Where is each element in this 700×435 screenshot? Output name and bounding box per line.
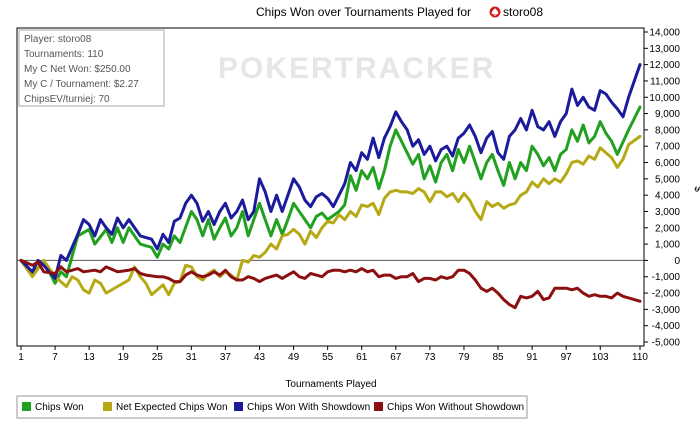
y-tick-label: -4,000 [652, 321, 681, 332]
x-tick-label: 43 [254, 352, 266, 363]
y-tick-label: 14,000 [649, 28, 680, 39]
y-tick-label: 10,000 [649, 93, 680, 104]
chart-title-player-name: storo08 [503, 5, 543, 19]
x-tick-label: 73 [424, 352, 436, 363]
x-tick-label: 1 [18, 352, 24, 363]
series-line-chips-won [19, 105, 642, 285]
y-tick-label: -3,000 [652, 305, 681, 316]
x-tick-label: 7 [52, 352, 58, 363]
x-axis-label: Tournaments Played [285, 379, 376, 390]
y-tick-label: 8,000 [655, 125, 680, 136]
x-tick-label: 67 [390, 352, 402, 363]
legend-label: Net Expected Chips Won [116, 402, 228, 413]
y-tick-label: 11,000 [650, 76, 680, 87]
y-tick-label: -5,000 [652, 338, 681, 349]
x-tick-label: 91 [527, 352, 539, 363]
legend-item: Chips Won Without Showdown [374, 402, 524, 413]
x-tick-label: 25 [152, 352, 164, 363]
legend-label: Chips Won [35, 402, 84, 413]
x-tick-label: 85 [492, 352, 504, 363]
pokertracker-watermark: POKERTRACKER [218, 52, 495, 85]
legend-swatch [22, 402, 31, 411]
x-tick-label: 103 [592, 352, 609, 363]
info-line: My C Net Won: $250.00 [24, 64, 131, 75]
y-tick-label: 12,000 [649, 60, 680, 71]
x-tick-label: 55 [322, 352, 334, 363]
y-tick-label: -1,000 [652, 272, 681, 283]
x-tick-label: 37 [220, 352, 232, 363]
info-line: Tournaments: 110 [24, 49, 104, 60]
x-tick-label: 110 [632, 352, 648, 363]
x-tick-label: 31 [186, 352, 198, 363]
legend-item: Net Expected Chips Won [103, 402, 228, 413]
x-tick-label: 19 [118, 352, 130, 363]
info-line: My C / Tournament: $2.27 [24, 79, 139, 90]
x-tick-label: 61 [356, 352, 368, 363]
plot-area [16, 27, 645, 347]
x-tick-label: 13 [84, 352, 96, 363]
y-tick-label: 7,000 [655, 142, 680, 153]
info-line: Player: storo08 [24, 34, 92, 45]
y-tick-label: 2,000 [655, 223, 680, 234]
legend-item: Chips Won [22, 402, 84, 413]
legend-label: Chips Won Without Showdown [387, 402, 524, 413]
series-line-net-expected-chips-won [19, 134, 642, 297]
series-layer [19, 63, 642, 310]
series-line-chips-won-with-showdown [19, 63, 642, 280]
y-axis-label: $ [692, 186, 700, 192]
x-tick-label: 49 [288, 352, 300, 363]
x-tick-label: 97 [561, 352, 573, 363]
legend: Chips Won Net Expected Chips Won Chips Won… [16, 395, 528, 419]
legend-swatch [234, 402, 243, 411]
y-tick-label: 4,000 [655, 191, 680, 202]
legend-swatch [374, 402, 383, 411]
y-tick-label: 1,000 [655, 240, 680, 251]
legend-label: Chips Won With Showdown [247, 402, 370, 413]
y-tick-label: 5,000 [655, 174, 680, 185]
y-tick-label: 3,000 [655, 207, 680, 218]
pokerstars-spade-icon [489, 6, 501, 18]
x-axis: 1 7 13 19 25 31 37 43 49 55 61 67 73 79 85 91 97 103 110 [18, 346, 648, 363]
series-line-chips-won-without-showdown [19, 258, 642, 310]
chart-title: Chips Won over Tournaments Played for [256, 5, 471, 19]
legend-swatch [103, 402, 112, 411]
y-axis: -5,000 -4,000 -3,000 -2,000 -1,000 0 1,000 2,00… [644, 28, 680, 349]
player-info-box: Player: storo08 Tournaments: 110 My C Net … [18, 29, 165, 107]
legend-item: Chips Won With Showdown [234, 402, 370, 413]
x-tick-label: 79 [458, 352, 470, 363]
y-tick-label: 6,000 [655, 158, 680, 169]
info-line: ChipsEV/turniej: 70 [24, 94, 110, 105]
y-tick-label: -2,000 [652, 289, 681, 300]
watermark-text: POKERTRACKER [218, 52, 495, 85]
y-tick-label: 9,000 [655, 109, 680, 120]
y-tick-label: 13,000 [649, 44, 680, 55]
y-tick-label: 0 [674, 256, 680, 267]
